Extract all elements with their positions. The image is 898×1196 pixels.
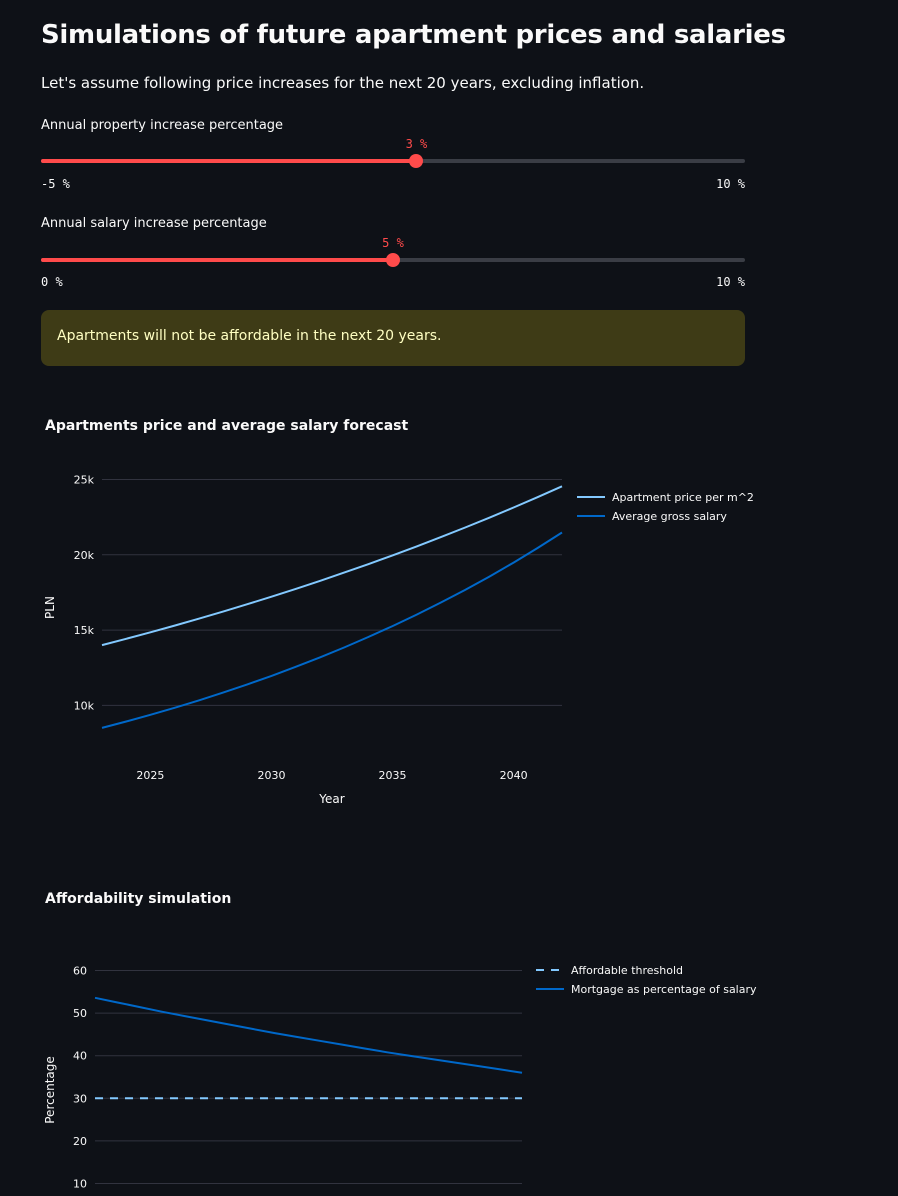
salary-slider-thumb[interactable] bbox=[386, 253, 400, 267]
affordability-chart: 10 20 30 40 50 60 Percentage Affordable thresho… bbox=[43, 964, 757, 1190]
legend-label: Apartment price per m^2 bbox=[612, 491, 754, 504]
affordability-chart-title: Affordability simulation bbox=[45, 891, 232, 907]
x-tick-label: 2030 bbox=[257, 769, 285, 782]
legend-label: Affordable threshold bbox=[571, 964, 683, 977]
series-line-1 bbox=[101, 531, 563, 729]
intro-text: Let's assume following price increases f… bbox=[41, 74, 645, 92]
y-axis-label: Percentage bbox=[43, 1056, 57, 1124]
property-slider-thumb[interactable] bbox=[409, 154, 424, 168]
property-slider-fill bbox=[41, 159, 417, 163]
y-tick-label: 20k bbox=[74, 549, 95, 562]
property-increase-slider[interactable]: 3 % bbox=[41, 137, 745, 168]
affordability-warning: Apartments will not be affordable in the… bbox=[41, 310, 745, 366]
y-tick-label: 60 bbox=[73, 965, 87, 978]
y-tick-label: 10 bbox=[73, 1177, 87, 1190]
salary-slider-value: 5 % bbox=[382, 236, 404, 250]
y-tick-label: 10k bbox=[74, 699, 95, 712]
y-tick-label: 50 bbox=[73, 1007, 87, 1020]
property-slider-value: 3 % bbox=[405, 137, 428, 151]
forecast-chart: 10k 15k 20k 25k 2025 2030 2035 2040 Year PLN Apart… bbox=[43, 474, 754, 806]
salary-slider-fill bbox=[41, 258, 393, 262]
property-slider-max: 10 % bbox=[716, 177, 745, 191]
forecast-chart-title: Apartments price and average salary fore… bbox=[45, 418, 409, 434]
series-line-1 bbox=[94, 996, 523, 1074]
y-axis-label: PLN bbox=[43, 596, 57, 619]
property-increase-label: Annual property increase percentage bbox=[41, 118, 284, 133]
y-tick-label: 20 bbox=[73, 1135, 87, 1148]
y-tick-label: 30 bbox=[73, 1092, 87, 1105]
legend-label: Mortgage as percentage of salary bbox=[571, 983, 757, 996]
x-tick-label: 2025 bbox=[136, 769, 164, 782]
x-axis-label: Year bbox=[318, 792, 344, 806]
page-title: Simulations of future apartment prices a… bbox=[41, 20, 786, 50]
y-tick-label: 25k bbox=[74, 474, 95, 487]
salary-increase-slider[interactable]: 5 % bbox=[41, 236, 745, 267]
x-tick-label: 2035 bbox=[379, 769, 407, 782]
salary-slider-min: 0 % bbox=[41, 275, 63, 289]
salary-slider-max: 10 % bbox=[716, 275, 745, 289]
y-tick-label: 15k bbox=[74, 624, 95, 637]
property-slider-min: -5 % bbox=[41, 177, 70, 191]
legend-label: Average gross salary bbox=[612, 510, 727, 523]
series-line-0 bbox=[101, 485, 563, 647]
x-tick-label: 2040 bbox=[500, 769, 528, 782]
y-tick-label: 40 bbox=[73, 1050, 87, 1063]
salary-increase-label: Annual salary increase percentage bbox=[41, 216, 267, 231]
